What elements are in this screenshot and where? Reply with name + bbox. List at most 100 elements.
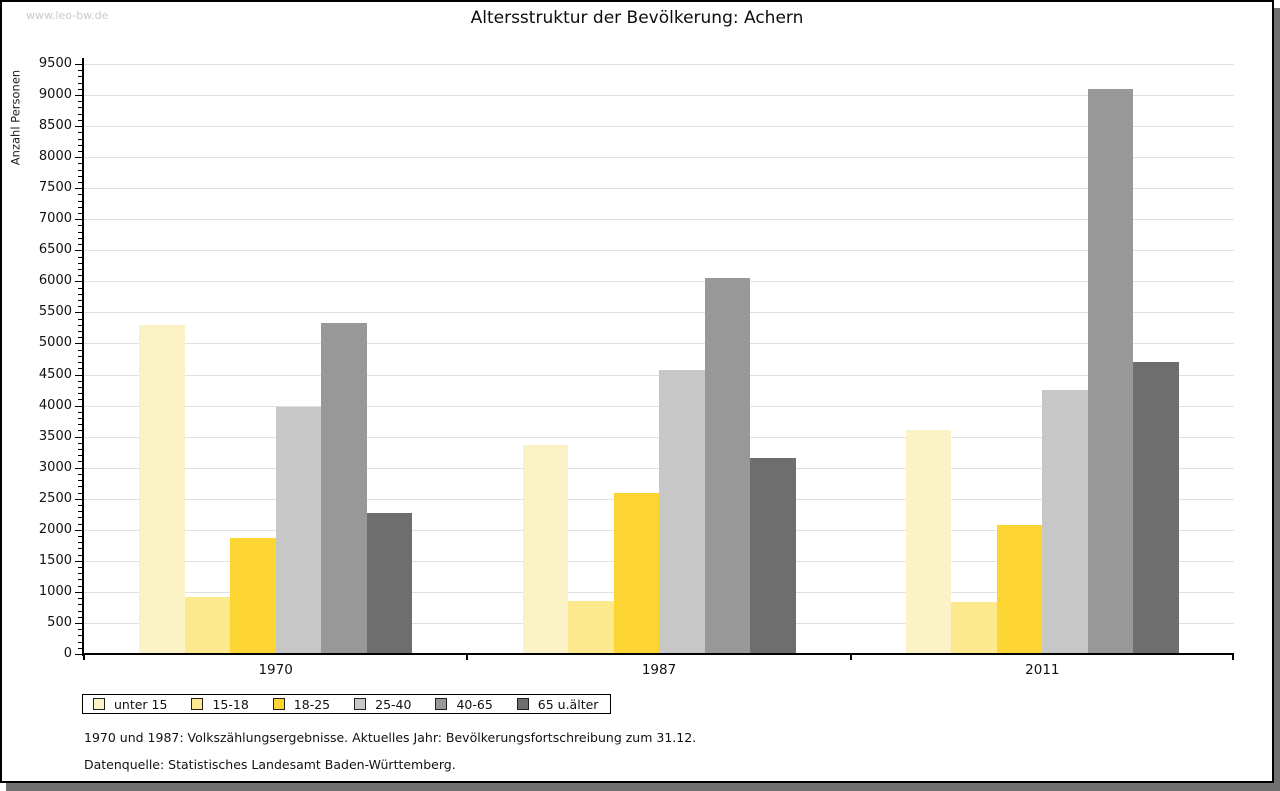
bar [905, 430, 952, 654]
legend-swatch [272, 698, 285, 710]
y-minor-tick [78, 237, 83, 239]
grid-line [84, 219, 1234, 221]
y-tick-label: 9000 [38, 87, 72, 103]
x-tick [1232, 654, 1234, 660]
y-minor-tick [78, 206, 83, 208]
y-minor-tick [78, 132, 83, 134]
grid-line [84, 157, 1234, 159]
y-tick-label: 6000 [38, 273, 72, 289]
y-minor-tick [78, 113, 83, 115]
y-minor-tick [78, 480, 83, 482]
y-minor-tick [78, 169, 83, 171]
legend-item: 18-25 [272, 697, 330, 712]
y-tick-label: 1000 [38, 583, 72, 599]
y-major-tick [75, 467, 83, 469]
y-minor-tick [78, 306, 83, 308]
x-axis-category-label: 2011 [1025, 662, 1060, 678]
y-major-tick [75, 560, 83, 562]
y-major-tick [75, 654, 83, 655]
bar [659, 370, 705, 654]
y-major-tick [75, 622, 83, 624]
x-tick [83, 654, 85, 660]
y-minor-tick [78, 175, 83, 177]
footnote-line: 1970 und 1987: Volkszählungsergebnisse. … [84, 730, 697, 745]
y-major-tick [75, 374, 83, 376]
legend-item: 40-65 [435, 696, 493, 712]
y-minor-tick [78, 163, 83, 165]
bar [1087, 89, 1134, 654]
y-minor-tick [78, 492, 83, 494]
y-tick-label: 4000 [38, 397, 72, 413]
y-minor-tick [78, 641, 83, 643]
y-minor-tick [78, 647, 83, 649]
y-major-tick [75, 95, 83, 97]
y-tick-label: 3500 [38, 428, 72, 444]
bar [613, 493, 659, 654]
y-tick-label: 7500 [38, 180, 72, 196]
y-minor-tick [78, 554, 83, 556]
y-minor-tick [78, 138, 83, 140]
bar [522, 445, 568, 654]
y-minor-tick [78, 393, 83, 395]
legend-swatch [435, 698, 448, 710]
grid-line [84, 64, 1234, 65]
y-tick-label: 4500 [38, 366, 72, 382]
y-minor-tick [78, 182, 83, 183]
y-minor-tick [78, 244, 83, 246]
y-major-tick [75, 405, 83, 407]
y-minor-tick [78, 461, 83, 463]
y-tick-label: 2000 [38, 521, 72, 537]
y-minor-tick [78, 200, 83, 202]
y-minor-tick [78, 616, 83, 618]
bar [230, 537, 276, 654]
y-minor-tick [78, 455, 83, 457]
y-minor-tick [78, 324, 83, 326]
y-minor-tick [78, 318, 83, 320]
y-major-tick [75, 250, 83, 252]
y-minor-tick [78, 380, 83, 382]
y-minor-tick [78, 567, 83, 569]
y-tick-label: 5500 [38, 304, 72, 320]
x-tick [466, 654, 469, 660]
y-major-tick [75, 529, 83, 531]
y-minor-tick [78, 101, 83, 103]
legend: unter 15 15-18 18-25 25-40 40-65 65 u.älter [82, 694, 612, 714]
y-tick-label: 500 [47, 614, 72, 630]
grid-line [84, 312, 1234, 314]
y-minor-tick [78, 542, 83, 544]
bar [1133, 362, 1179, 654]
legend-label: 40-65 [456, 696, 493, 712]
y-minor-tick [78, 70, 83, 72]
y-minor-tick [78, 368, 83, 370]
y-minor-tick [78, 629, 83, 631]
y-tick-label: 3000 [38, 459, 72, 475]
y-minor-tick [78, 504, 83, 506]
bar [568, 601, 614, 654]
y-minor-tick [78, 150, 83, 152]
chart-plot-area: Anzahl Personen 1970 1987 2011 0 500 1000 1500… [2, 2, 1272, 781]
y-tick-label: 1500 [38, 552, 72, 568]
bar [1042, 390, 1088, 654]
y-tick-label: 2500 [38, 490, 72, 506]
y-major-tick [75, 219, 83, 221]
y-minor-tick [78, 213, 83, 215]
y-major-tick [75, 281, 83, 283]
bar [704, 277, 750, 654]
y-major-tick [75, 312, 83, 314]
y-minor-tick [78, 194, 83, 196]
y-minor-tick [78, 231, 83, 233]
y-minor-tick [78, 573, 83, 575]
y-major-tick [75, 64, 83, 65]
grid-line [84, 281, 1234, 283]
legend-label: unter 15 [114, 696, 168, 712]
grid-line [84, 95, 1234, 97]
legend-item: 65 u.älter [516, 697, 598, 712]
y-minor-tick [78, 107, 83, 109]
y-minor-tick [78, 517, 83, 519]
bar [321, 322, 367, 654]
x-tick [849, 654, 852, 660]
y-minor-tick [78, 424, 83, 426]
y-minor-tick [78, 119, 83, 121]
y-minor-tick [78, 144, 83, 146]
y-minor-tick [78, 523, 83, 525]
